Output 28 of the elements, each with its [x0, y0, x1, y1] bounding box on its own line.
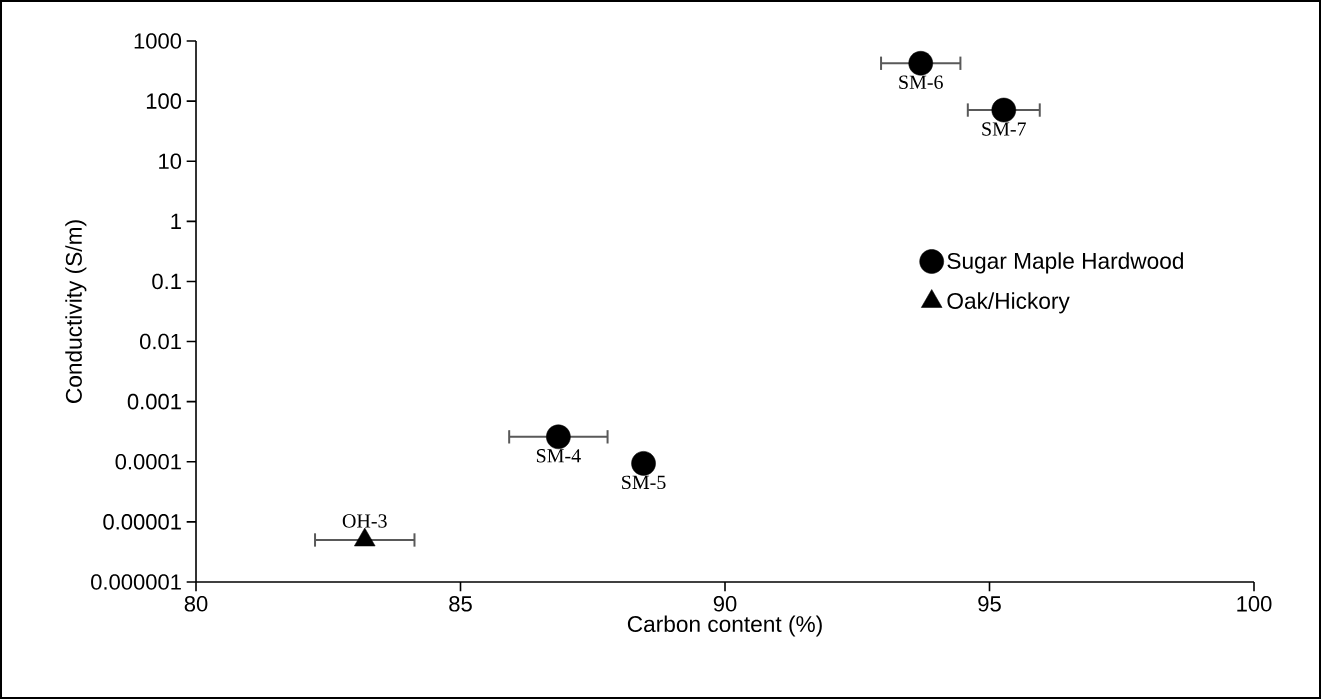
- point: [631, 451, 656, 476]
- annotation: SM-7: [982, 122, 1026, 136]
- annotation: SM-6: [899, 75, 943, 89]
- point: [908, 51, 933, 76]
- annotation: SM-4: [536, 449, 581, 463]
- y-axis-title: Conductivity (S/m): [65, 220, 87, 403]
- y-tick-label: 0.00001: [103, 514, 181, 530]
- x-tick-label: 90: [713, 596, 737, 612]
- point: [546, 424, 571, 450]
- legend-label: Sugar Maple Hardwood: [947, 252, 1183, 274]
- point: [991, 97, 1017, 123]
- x-tick-label: 100: [1237, 596, 1272, 612]
- y-tick-label: 1: [171, 213, 181, 229]
- y-tick-label: 1000: [134, 33, 182, 49]
- x-tick-label: 95: [978, 596, 1001, 612]
- y-tick-label: 100: [146, 93, 182, 109]
- legend-label: Oak/Hickory: [947, 292, 1070, 314]
- x-axis-title: Carbon content (%): [627, 615, 822, 637]
- annotation: OH-3: [342, 514, 387, 528]
- x-tick-label: 85: [449, 596, 472, 612]
- y-tick-label: 10: [159, 153, 182, 169]
- annotation: SM-5: [622, 475, 666, 490]
- y-tick-label: 0.0001: [115, 453, 181, 470]
- y-tick-label: 0.001: [127, 393, 181, 410]
- y-tick-label: 0.01: [140, 333, 181, 350]
- x-tick-label: 80: [184, 596, 208, 612]
- y-tick-label: 0.000001: [91, 574, 181, 590]
- y-tick-label: 0.1: [152, 273, 181, 290]
